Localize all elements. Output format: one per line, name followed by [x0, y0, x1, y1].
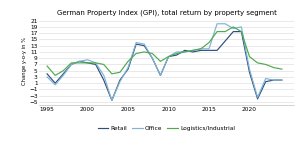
Logistics/Industrial	[264, 64, 268, 65]
Retail	[78, 60, 81, 62]
Logistics/Industrial	[248, 56, 251, 58]
Logistics/Industrial	[45, 65, 49, 67]
Retail	[175, 54, 178, 56]
Retail	[272, 79, 276, 81]
Retail	[191, 51, 195, 53]
Line: Office: Office	[47, 24, 282, 100]
Retail	[118, 79, 122, 81]
Office	[86, 59, 89, 61]
Retail	[215, 49, 219, 51]
Logistics/Industrial	[94, 62, 98, 64]
Retail	[159, 74, 162, 76]
Retail	[142, 45, 146, 47]
Office	[248, 68, 251, 70]
Logistics/Industrial	[175, 53, 178, 54]
Logistics/Industrial	[167, 56, 170, 58]
Logistics/Industrial	[256, 62, 260, 64]
Retail	[70, 64, 73, 65]
Logistics/Industrial	[215, 31, 219, 32]
Logistics/Industrial	[232, 26, 235, 28]
Office	[215, 23, 219, 25]
Retail	[45, 73, 49, 75]
Office	[207, 48, 211, 50]
Logistics/Industrial	[78, 62, 81, 64]
Office	[142, 43, 146, 45]
Logistics/Industrial	[199, 48, 203, 50]
Office	[151, 57, 154, 59]
Title: German Property Index (GPI), total return by property segment: German Property Index (GPI), total retur…	[57, 9, 276, 15]
Retail	[199, 49, 203, 51]
Logistics/Industrial	[191, 49, 195, 51]
Retail	[256, 98, 260, 100]
Retail	[61, 73, 65, 75]
Logistics/Industrial	[102, 64, 106, 65]
Logistics/Industrial	[61, 70, 65, 72]
Office	[159, 74, 162, 76]
Logistics/Industrial	[86, 62, 89, 64]
Logistics/Industrial	[126, 60, 130, 62]
Retail	[232, 31, 235, 32]
Retail	[167, 56, 170, 58]
Office	[126, 67, 130, 68]
Office	[53, 84, 57, 86]
Office	[110, 100, 114, 101]
Logistics/Industrial	[118, 71, 122, 73]
Retail	[110, 100, 114, 101]
Office	[232, 28, 235, 29]
Retail	[264, 81, 268, 82]
Logistics/Industrial	[70, 62, 73, 64]
Office	[167, 56, 170, 58]
Logistics/Industrial	[224, 31, 227, 32]
Office	[134, 42, 138, 43]
Retail	[224, 40, 227, 42]
Office	[199, 48, 203, 50]
Retail	[248, 71, 251, 73]
Retail	[134, 43, 138, 45]
Logistics/Industrial	[134, 53, 138, 54]
Office	[224, 23, 227, 25]
Office	[78, 60, 81, 62]
Logistics/Industrial	[207, 42, 211, 43]
Office	[45, 76, 49, 78]
Logistics/Industrial	[240, 31, 243, 32]
Office	[183, 51, 187, 53]
Line: Logistics/Industrial: Logistics/Industrial	[47, 27, 282, 75]
Retail	[126, 68, 130, 70]
Logistics/Industrial	[142, 51, 146, 53]
Retail	[183, 49, 187, 51]
Office	[61, 74, 65, 76]
Office	[102, 74, 106, 76]
Retail	[53, 82, 57, 84]
Logistics/Industrial	[110, 73, 114, 75]
Line: Retail: Retail	[47, 32, 282, 100]
Office	[240, 26, 243, 28]
Retail	[86, 62, 89, 64]
Retail	[240, 31, 243, 32]
Office	[280, 79, 284, 81]
Office	[191, 49, 195, 51]
Logistics/Industrial	[151, 53, 154, 54]
Office	[272, 79, 276, 81]
Logistics/Industrial	[280, 68, 284, 70]
Legend: Retail, Office, Logistics/Industrial: Retail, Office, Logistics/Industrial	[96, 124, 237, 134]
Retail	[102, 79, 106, 81]
Logistics/Industrial	[272, 67, 276, 68]
Office	[94, 62, 98, 64]
Office	[118, 81, 122, 82]
Office	[70, 64, 73, 65]
Logistics/Industrial	[183, 51, 187, 53]
Retail	[280, 79, 284, 81]
Logistics/Industrial	[159, 60, 162, 62]
Office	[256, 96, 260, 98]
Retail	[151, 57, 154, 59]
Office	[175, 51, 178, 53]
Logistics/Industrial	[53, 74, 57, 76]
Retail	[94, 64, 98, 65]
Office	[264, 78, 268, 79]
Retail	[207, 49, 211, 51]
Y-axis label: Change y-o-y in %: Change y-o-y in %	[22, 37, 27, 85]
